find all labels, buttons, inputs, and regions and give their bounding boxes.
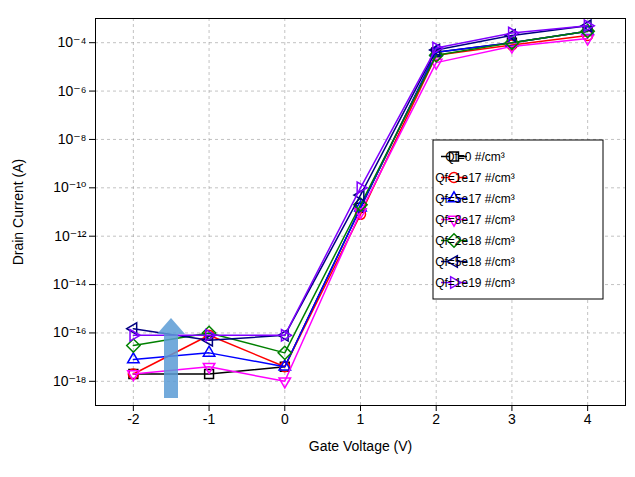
- svg-text:Qf=2e18 #/cm³: Qf=2e18 #/cm³: [435, 234, 515, 248]
- svg-text:Qf=5e18 #/cm³: Qf=5e18 #/cm³: [435, 255, 515, 269]
- svg-text:-1: -1: [203, 411, 216, 427]
- svg-text:10⁻¹²: 10⁻¹²: [54, 228, 87, 244]
- svg-text:1: 1: [357, 411, 365, 427]
- svg-text:Qf=0 #/cm³: Qf=0 #/cm³: [445, 150, 505, 164]
- svg-text:0: 0: [281, 411, 289, 427]
- svg-text:-2: -2: [127, 411, 140, 427]
- svg-text:10⁻⁴: 10⁻⁴: [58, 34, 87, 50]
- svg-text:Qf=1e19 #/cm³: Qf=1e19 #/cm³: [435, 276, 515, 290]
- svg-text:10⁻¹⁴: 10⁻¹⁴: [53, 276, 87, 292]
- svg-text:Qf=8e17 #/cm³: Qf=8e17 #/cm³: [435, 213, 515, 227]
- svg-text:2: 2: [432, 411, 440, 427]
- svg-text:10⁻⁸: 10⁻⁸: [58, 131, 87, 147]
- svg-text:Qf=1e17 #/cm³: Qf=1e17 #/cm³: [435, 171, 515, 185]
- svg-text:3: 3: [508, 411, 516, 427]
- svg-text:4: 4: [584, 411, 592, 427]
- svg-text:Drain Current (A): Drain Current (A): [10, 159, 26, 266]
- svg-text:10⁻¹⁶: 10⁻¹⁶: [53, 324, 86, 340]
- svg-text:10⁻⁶: 10⁻⁶: [58, 83, 87, 99]
- svg-text:10⁻¹⁰: 10⁻¹⁰: [53, 179, 87, 195]
- svg-text:Gate Voltage (V): Gate Voltage (V): [309, 438, 413, 454]
- svg-text:Qf=5e17 #/cm³: Qf=5e17 #/cm³: [435, 192, 515, 206]
- svg-text:10⁻¹⁸: 10⁻¹⁸: [53, 373, 87, 389]
